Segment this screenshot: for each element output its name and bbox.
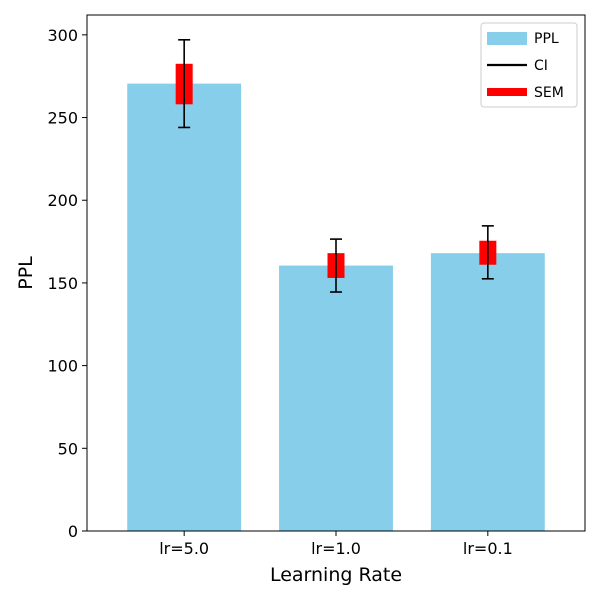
- y-tick-label-0: 0: [68, 522, 78, 541]
- legend-label: PPL: [534, 31, 559, 47]
- legend-label: CI: [534, 58, 548, 74]
- y-tick-label-1: 50: [58, 439, 78, 458]
- bar-0: [127, 83, 242, 531]
- plot-area: [86, 14, 586, 532]
- legend-entry-ppl: PPL: [487, 31, 559, 47]
- y-tick-label-3: 150: [47, 274, 78, 293]
- bar-2: [430, 253, 545, 531]
- legend-label: SEM: [534, 85, 564, 101]
- legend-swatch: [487, 32, 527, 45]
- x-axis-label: Learning Rate: [270, 564, 402, 586]
- legend: PPL CI SEM: [480, 22, 578, 108]
- ci-errorbar-2: [481, 225, 494, 280]
- x-tick-label-0: lr=5.0: [159, 539, 209, 558]
- y-axis-label: PPL: [15, 256, 37, 290]
- y-axis: 0 50 100 150 200 250 300: [47, 26, 87, 541]
- y-tick-label-6: 300: [47, 26, 78, 45]
- y-tick-label-4: 200: [47, 191, 78, 210]
- legend-swatch: [487, 88, 527, 96]
- y-tick-label-2: 100: [47, 357, 78, 376]
- x-tick-label-1: lr=1.0: [311, 539, 361, 558]
- x-tick-label-2: lr=0.1: [463, 539, 513, 558]
- ci-errorbar-1: [330, 238, 342, 293]
- y-tick-label-5: 250: [47, 109, 78, 128]
- bar-1: [279, 265, 393, 531]
- legend-entry-sem: SEM: [487, 85, 564, 101]
- x-axis: lr=5.0 lr=1.0 lr=0.1: [159, 531, 513, 558]
- ci-errorbar-0: [178, 39, 191, 129]
- legend-entry-ci: CI: [487, 58, 548, 74]
